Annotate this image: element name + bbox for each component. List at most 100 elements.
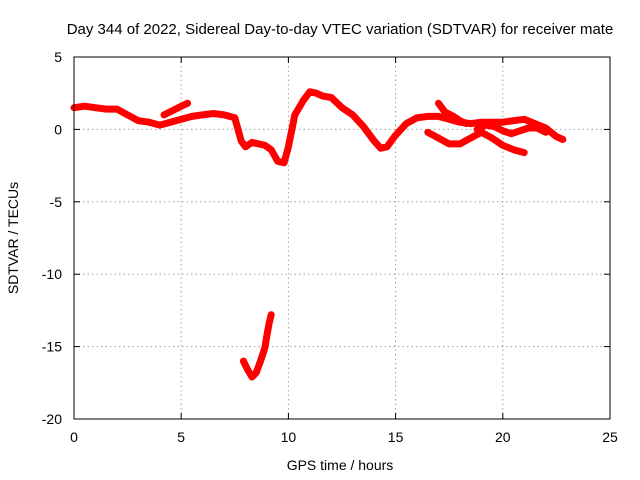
data-point [436,100,441,106]
data-point [178,103,184,109]
data-point [82,103,88,109]
data-point [146,119,152,125]
data-point [478,129,484,135]
data-point [425,113,431,119]
data-point [307,89,313,95]
y-tick-label: 5 [54,49,62,65]
data-point [210,111,216,116]
data-point [532,121,538,127]
data-point [200,112,206,118]
data-point [285,144,291,150]
data-point [320,93,326,99]
data-point [178,116,184,122]
x-tick-label: 25 [602,429,618,445]
data-point [511,147,516,153]
data-point [232,115,238,121]
data-point [103,106,109,112]
data-point [262,142,268,148]
series-line [424,128,528,157]
data-point [468,121,474,127]
series-track-lower-19h-22h [473,121,550,138]
data-point [511,118,516,124]
data-point [500,128,506,134]
data-point [313,90,319,96]
data-point [446,141,452,147]
data-point [264,332,270,338]
series-track-upper-5h [160,99,192,119]
series-track-lower-17h-21h [424,128,528,157]
data-point [275,158,281,164]
data-point [457,118,463,124]
data-point [425,129,431,135]
data-point [268,312,274,318]
data-point [221,112,227,118]
data-point [500,142,506,148]
data-point [253,370,259,376]
data-point [249,139,255,145]
x-tick-label: 10 [281,429,297,445]
series-track-outlier-8h [239,311,275,381]
data-point [543,129,549,135]
data-point [262,345,268,351]
data-point [300,97,306,103]
data-point [560,137,566,142]
data-point [534,125,540,131]
data-point [339,105,345,111]
data-point [384,144,390,150]
data-point [281,160,287,166]
data-point [189,113,195,119]
data-point [350,112,356,118]
data-point [457,141,463,147]
data-point [268,147,274,153]
x-tick-label: 5 [177,429,185,445]
data-point [521,116,527,122]
data-point [378,145,384,151]
data-point [543,125,549,131]
data-point [266,320,272,326]
data-point [483,122,489,128]
series-layer [70,88,567,381]
data-point [393,132,399,138]
data-point [371,138,377,144]
data-point [92,105,98,111]
data-point [500,119,506,125]
data-point [489,119,495,125]
plot-frame [73,56,611,420]
data-point [245,367,251,373]
y-tick-label: 0 [54,121,62,137]
y-tick-label: -10 [42,266,62,282]
data-point [135,118,141,124]
data-point [436,113,441,119]
data-point [328,95,334,100]
data-point [185,100,191,106]
data-point [161,112,167,118]
data-point [521,150,527,156]
data-point [240,358,246,364]
data-point [491,124,497,129]
data-point [168,119,173,125]
data-point [255,141,261,147]
data-point [249,374,255,380]
y-tick-label: -5 [50,194,63,210]
data-point [442,109,448,115]
data-point [508,131,514,137]
data-point [451,113,456,119]
data-point [414,115,420,121]
data-point [436,135,441,141]
x-tick-label: 15 [388,429,404,445]
data-point [478,119,484,125]
data-point [258,358,263,364]
data-point [292,112,298,118]
y-tick-label: -15 [42,339,62,355]
data-point [489,135,495,141]
x-tick-label: 0 [70,429,78,445]
series-line [160,99,192,119]
tick-layer: 0 5 10 15 20 25 -20 -15 -10 -5 0 5 [42,49,618,445]
data-point [157,122,163,128]
chart-title: Day 344 of 2022, Sidereal Day-to-day VTE… [67,21,614,38]
data-point [125,112,131,118]
x-tick-label: 20 [495,429,511,445]
data-point [243,144,248,150]
data-point [526,125,531,131]
